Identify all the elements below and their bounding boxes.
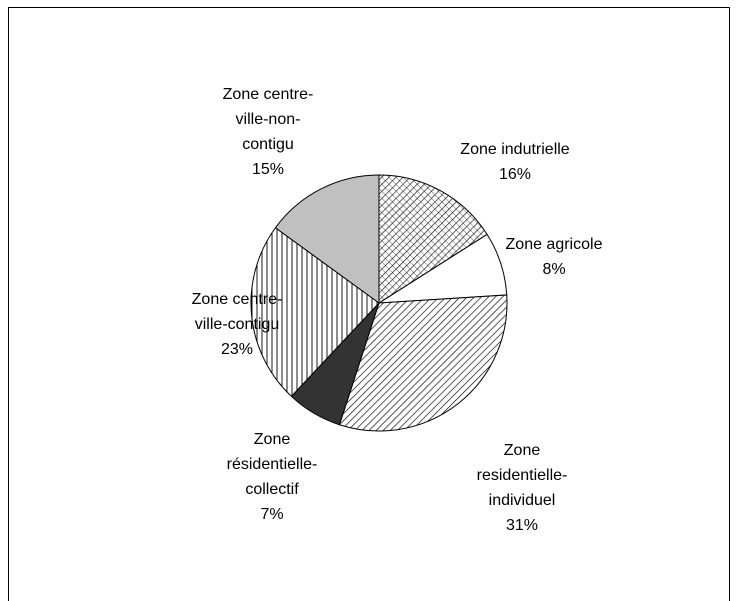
category-label: Zone residentielle-individuel xyxy=(476,442,568,509)
category-label: Zone agricole xyxy=(505,236,603,253)
slice-label: Zone résidentielle-collectif 7% xyxy=(217,427,327,527)
value-label: 15% xyxy=(251,161,285,178)
slice-label: Zone centre-ville-contigu 23% xyxy=(177,287,297,362)
slice-label: Zone agricole 8% xyxy=(494,232,614,282)
category-label: Zone centre-ville-contigu xyxy=(191,291,283,333)
pie-slice xyxy=(378,174,488,304)
value-label: 16% xyxy=(498,166,532,183)
value-label: 8% xyxy=(542,261,566,278)
value-label: 31% xyxy=(505,517,539,534)
pie-slice xyxy=(338,294,508,432)
category-label: Zone résidentielle-collectif xyxy=(226,431,318,498)
pie-slice xyxy=(250,227,380,398)
slice-label: Zone centre-ville-non-contigu 15% xyxy=(213,82,323,182)
pie-slice xyxy=(274,174,380,304)
slice-label: Zone indutrielle 16% xyxy=(430,137,600,187)
value-label: 7% xyxy=(260,506,284,523)
slice-label: Zone residentielle-individuel 31% xyxy=(467,438,577,538)
frame xyxy=(8,7,730,601)
value-label: 23% xyxy=(220,341,254,358)
category-label: Zone indutrielle xyxy=(460,141,570,158)
category-label: Zone centre-ville-non-contigu xyxy=(222,86,314,153)
